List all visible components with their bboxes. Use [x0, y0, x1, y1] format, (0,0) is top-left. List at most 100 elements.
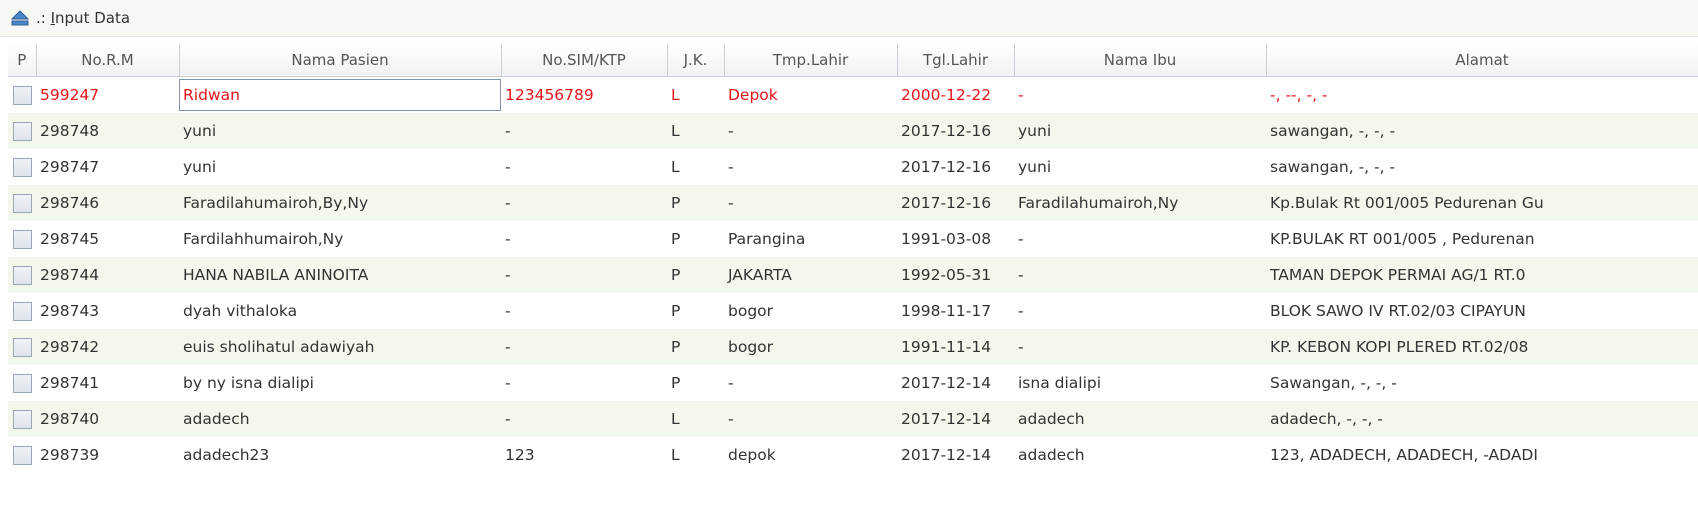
nama-pasien-cell[interactable]: HANA NABILA ANINOITA — [179, 257, 501, 293]
alamat-cell[interactable]: sawangan, -, -, - — [1266, 113, 1698, 149]
nama-pasien-cell[interactable]: Faradilahumairoh,By,Ny — [179, 185, 501, 221]
jk-cell[interactable]: P — [667, 329, 724, 365]
nama-pasien-cell[interactable]: by ny isna dialipi — [179, 365, 501, 401]
nama-pasien-editor[interactable]: Ridwan — [179, 79, 501, 111]
row-checkbox-cell[interactable] — [8, 257, 36, 293]
no-sim-ktp-cell[interactable]: - — [501, 293, 667, 329]
alamat-cell[interactable]: TAMAN DEPOK PERMAI AG/1 RT.0 — [1266, 257, 1698, 293]
table-row[interactable]: 298745 Fardilahhumairoh,Ny - P Parangina 1991… — [8, 221, 1698, 257]
tmp-lahir-cell[interactable]: - — [724, 401, 897, 437]
nama-ibu-cell[interactable]: Faradilahumairoh,Ny — [1014, 185, 1266, 221]
nama-pasien-cell[interactable]: adadech — [179, 401, 501, 437]
no-sim-ktp-cell[interactable]: - — [501, 185, 667, 221]
row-checkbox-cell[interactable] — [8, 401, 36, 437]
checkbox-icon[interactable] — [12, 193, 32, 213]
row-checkbox-cell[interactable] — [8, 329, 36, 365]
no-rm-cell[interactable]: 298745 — [36, 221, 179, 257]
table-row[interactable]: 298740 adadech - L -2017-12-14 adadech adadech… — [8, 401, 1698, 437]
checkbox-icon[interactable] — [12, 373, 32, 393]
nama-ibu-cell[interactable]: - — [1014, 293, 1266, 329]
tgl-lahir-cell[interactable]: 1992-05-31 — [897, 257, 1014, 293]
jk-cell[interactable]: L — [667, 437, 724, 473]
no-rm-cell[interactable]: 298740 — [36, 401, 179, 437]
checkbox-icon[interactable] — [12, 229, 32, 249]
nama-ibu-cell[interactable]: isna dialipi — [1014, 365, 1266, 401]
tmp-lahir-cell[interactable]: bogor — [724, 293, 897, 329]
jk-cell[interactable]: P — [667, 185, 724, 221]
no-sim-ktp-cell[interactable]: - — [501, 113, 667, 149]
checkbox-icon[interactable] — [12, 409, 32, 429]
panel-titlebar[interactable]: .: Input Data — [0, 0, 1698, 37]
no-sim-ktp-cell[interactable]: - — [501, 257, 667, 293]
checkbox-icon[interactable] — [12, 265, 32, 285]
alamat-cell[interactable]: sawangan, -, -, - — [1266, 149, 1698, 185]
nama-ibu-cell[interactable]: - — [1014, 257, 1266, 293]
col-no-rm-header[interactable]: No.R.M — [36, 44, 180, 77]
tgl-lahir-cell[interactable]: 2017-12-14 — [897, 401, 1014, 437]
collapse-arrow-icon[interactable] — [10, 8, 30, 28]
row-checkbox-cell[interactable] — [8, 437, 36, 473]
checkbox-icon[interactable] — [12, 301, 32, 321]
alamat-cell[interactable]: Kp.Bulak Rt 001/005 Pedurenan Gu — [1266, 185, 1698, 221]
col-tmp-lahir-header[interactable]: Tmp.Lahir — [724, 44, 898, 77]
col-nama-pasien-header[interactable]: Nama Pasien — [179, 44, 502, 77]
jk-cell[interactable]: L — [667, 401, 724, 437]
jk-cell[interactable]: L — [667, 113, 724, 149]
nama-pasien-cell[interactable]: yuni — [179, 113, 501, 149]
col-p-header[interactable]: P — [8, 44, 37, 77]
no-sim-ktp-cell[interactable]: - — [501, 329, 667, 365]
jk-cell[interactable]: P — [667, 257, 724, 293]
checkbox-icon[interactable] — [12, 85, 32, 105]
tgl-lahir-cell[interactable]: 2017-12-14 — [897, 365, 1014, 401]
no-rm-cell[interactable]: 298741 — [36, 365, 179, 401]
table-row[interactable]: 298744 HANA NABILA ANINOITA - P JAKARTA 1992-… — [8, 257, 1698, 293]
tgl-lahir-cell[interactable]: 1998-11-17 — [897, 293, 1014, 329]
alamat-cell[interactable]: Sawangan, -, -, - — [1266, 365, 1698, 401]
no-rm-cell[interactable]: 298743 — [36, 293, 179, 329]
row-checkbox-cell[interactable] — [8, 113, 36, 149]
tmp-lahir-cell[interactable]: - — [724, 365, 897, 401]
nama-pasien-cell[interactable]: yuni — [179, 149, 501, 185]
alamat-cell[interactable]: adadech, -, -, - — [1266, 401, 1698, 437]
nama-pasien-cell[interactable]: Fardilahhumairoh,Ny — [179, 221, 501, 257]
jk-cell[interactable]: P — [667, 293, 724, 329]
tmp-lahir-cell[interactable]: bogor — [724, 329, 897, 365]
jk-cell[interactable]: P — [667, 221, 724, 257]
tmp-lahir-cell[interactable]: - — [724, 149, 897, 185]
nama-ibu-cell[interactable]: yuni — [1014, 113, 1266, 149]
col-tgl-lahir-header[interactable]: Tgl.Lahir — [897, 44, 1015, 77]
nama-pasien-cell[interactable]: adadech23 — [179, 437, 501, 473]
nama-ibu-cell[interactable]: - — [1014, 76, 1266, 113]
checkbox-icon[interactable] — [12, 445, 32, 465]
row-checkbox-cell[interactable] — [8, 221, 36, 257]
no-rm-cell[interactable]: 599247 — [36, 76, 179, 113]
table-row[interactable]: 298747 yuni - L -2017-12-16 yuni sawangan, -, … — [8, 149, 1698, 185]
checkbox-icon[interactable] — [12, 157, 32, 177]
nama-ibu-cell[interactable]: adadech — [1014, 437, 1266, 473]
row-checkbox-cell[interactable] — [8, 185, 36, 221]
tmp-lahir-cell[interactable]: JAKARTA — [724, 257, 897, 293]
jk-cell[interactable]: L — [667, 149, 724, 185]
alamat-cell[interactable]: KP. KEBON KOPI PLERED RT.02/08 — [1266, 329, 1698, 365]
no-sim-ktp-cell[interactable]: - — [501, 221, 667, 257]
tmp-lahir-cell[interactable]: depok — [724, 437, 897, 473]
alamat-cell[interactable]: -, --, -, - — [1266, 76, 1698, 113]
jk-cell[interactable]: L — [667, 76, 724, 113]
col-no-sim-ktp-header[interactable]: No.SIM/KTP — [501, 44, 668, 77]
nama-ibu-cell[interactable]: - — [1014, 329, 1266, 365]
col-alamat-header[interactable]: Alamat — [1266, 44, 1698, 77]
no-rm-cell[interactable]: 298747 — [36, 149, 179, 185]
nama-pasien-cell[interactable]: euis sholihatul adawiyah — [179, 329, 501, 365]
nama-ibu-cell[interactable]: - — [1014, 221, 1266, 257]
checkbox-icon[interactable] — [12, 337, 32, 357]
col-jk-header[interactable]: J.K. — [667, 44, 725, 77]
tgl-lahir-cell[interactable]: 2017-12-16 — [897, 149, 1014, 185]
tgl-lahir-cell[interactable]: 1991-03-08 — [897, 221, 1014, 257]
checkbox-icon[interactable] — [12, 121, 32, 141]
no-sim-ktp-cell[interactable]: - — [501, 401, 667, 437]
no-sim-ktp-cell[interactable]: - — [501, 365, 667, 401]
nama-ibu-cell[interactable]: yuni — [1014, 149, 1266, 185]
